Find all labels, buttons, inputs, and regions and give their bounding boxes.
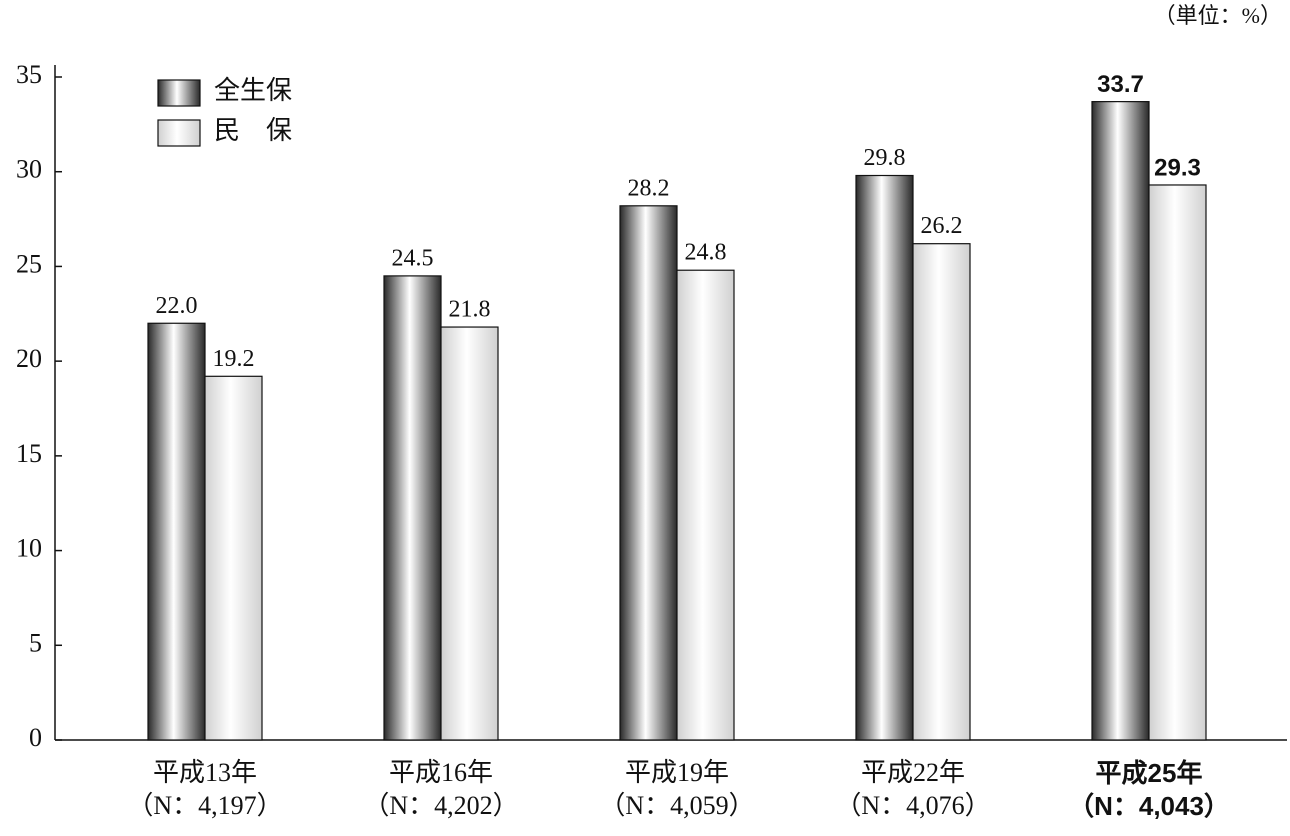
y-tick-label: 35 — [16, 60, 42, 89]
y-tick-label: 15 — [16, 439, 42, 468]
bar — [147, 322, 206, 741]
value-label: 28.2 — [628, 175, 670, 201]
bar — [383, 275, 442, 741]
n-label: （N：4,202） — [363, 791, 518, 820]
bar — [1091, 101, 1150, 741]
y-tick-label: 20 — [16, 344, 42, 373]
n-label: （N：4,059） — [599, 791, 754, 820]
y-tick-label: 25 — [16, 249, 42, 278]
value-label: 19.2 — [213, 346, 255, 372]
value-label: 29.3 — [1154, 154, 1201, 181]
bar — [1148, 184, 1207, 741]
unit-label: （単位：%） — [1154, 3, 1282, 28]
bar — [676, 269, 735, 741]
x-tick-label: 平成19年 — [625, 758, 729, 787]
n-label: （N：4,076） — [835, 791, 990, 820]
x-tick-label: 平成25年 — [1096, 758, 1203, 788]
n-label: （N：4,043） — [1068, 791, 1230, 821]
y-tick-label: 0 — [29, 723, 42, 752]
legend-swatch — [157, 79, 201, 107]
legend-label: 全生保 — [214, 76, 292, 105]
value-label: 33.7 — [1097, 71, 1144, 98]
y-tick-label: 30 — [16, 155, 42, 184]
y-tick-label: 10 — [16, 534, 42, 563]
bar — [619, 205, 678, 741]
x-tick-label: 平成22年 — [861, 758, 965, 787]
bar — [204, 375, 263, 741]
value-label: 26.2 — [921, 213, 963, 239]
legend-label: 民 保 — [214, 116, 292, 145]
legend-swatch — [157, 119, 201, 147]
x-tick-label: 平成16年 — [389, 758, 493, 787]
n-label: （N：4,197） — [127, 791, 282, 820]
bar — [912, 243, 971, 741]
bar — [440, 326, 499, 741]
x-tick-label: 平成13年 — [153, 758, 257, 787]
value-label: 22.0 — [156, 293, 198, 319]
value-label: 21.8 — [449, 297, 491, 323]
value-label: 24.5 — [392, 245, 434, 271]
value-label: 24.8 — [685, 240, 727, 266]
value-label: 29.8 — [864, 145, 906, 171]
bar — [855, 174, 914, 741]
y-tick-label: 5 — [29, 628, 42, 657]
